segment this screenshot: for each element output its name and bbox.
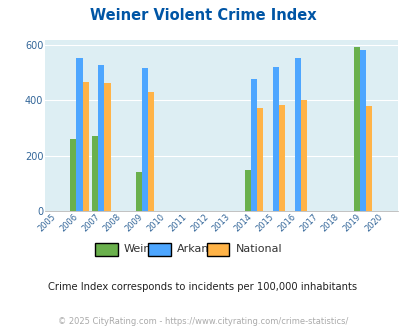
Text: Weiner: Weiner <box>124 244 162 254</box>
Bar <box>278 105 284 211</box>
Bar <box>98 64 104 211</box>
Bar <box>272 67 278 211</box>
Bar <box>92 137 98 211</box>
Bar <box>365 106 371 211</box>
Bar <box>142 68 148 211</box>
Bar <box>256 108 262 211</box>
Text: National: National <box>235 244 281 254</box>
Text: Crime Index corresponds to incidents per 100,000 inhabitants: Crime Index corresponds to incidents per… <box>48 282 357 292</box>
Bar <box>359 50 365 211</box>
Text: Weiner Violent Crime Index: Weiner Violent Crime Index <box>90 8 315 23</box>
Bar <box>76 58 82 211</box>
Bar <box>82 82 88 211</box>
Text: Arkansas: Arkansas <box>176 244 227 254</box>
Bar <box>250 79 256 211</box>
Bar <box>148 92 154 211</box>
Bar <box>135 173 142 211</box>
Bar <box>294 58 300 211</box>
Bar <box>244 170 250 211</box>
Bar <box>70 139 76 211</box>
Text: © 2025 CityRating.com - https://www.cityrating.com/crime-statistics/: © 2025 CityRating.com - https://www.city… <box>58 317 347 326</box>
Bar <box>300 101 306 211</box>
Bar <box>104 83 110 211</box>
Bar <box>353 47 359 211</box>
